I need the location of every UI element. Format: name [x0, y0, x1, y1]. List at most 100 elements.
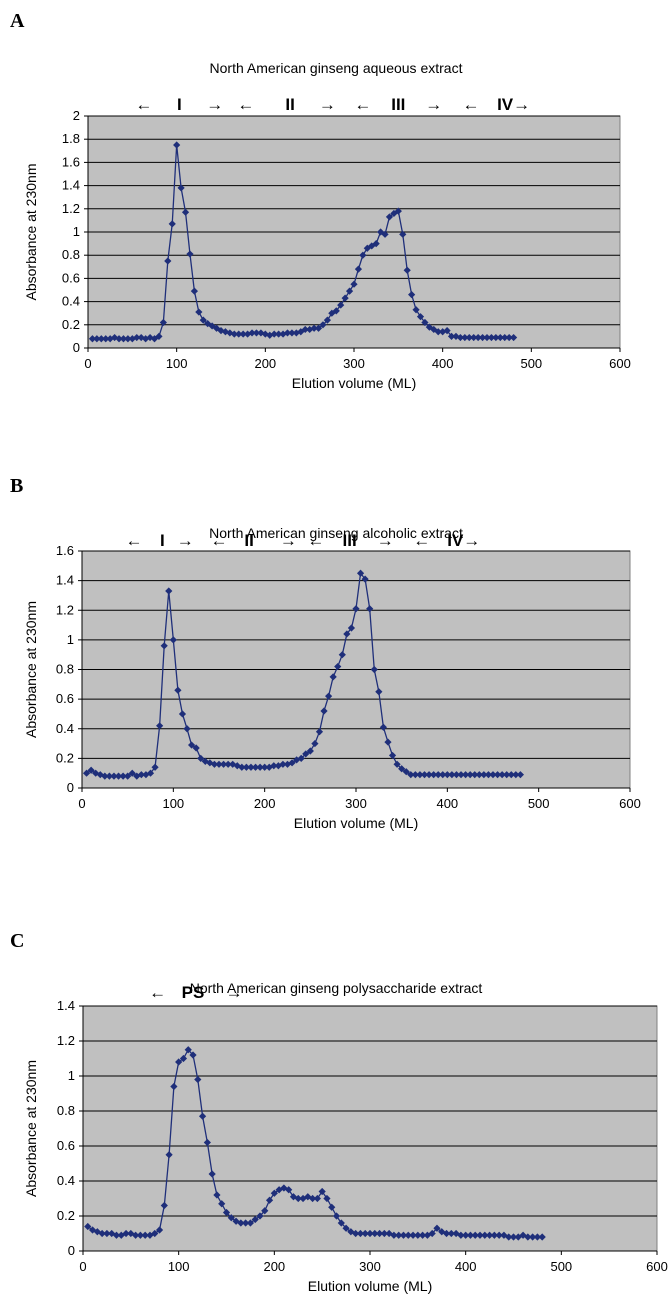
data-point	[350, 280, 358, 288]
data-point	[251, 763, 260, 771]
x-tick-label: 0	[84, 356, 91, 371]
data-point	[384, 738, 392, 746]
y-tick-label: 0.2	[56, 750, 74, 765]
fraction-marker: ←	[237, 95, 254, 114]
data-point	[421, 318, 429, 327]
data-point	[270, 762, 278, 770]
data-point	[356, 569, 365, 577]
data-point	[394, 207, 402, 215]
y-tick-label: 0.2	[57, 1208, 75, 1223]
x-tick-label: 400	[436, 796, 458, 811]
fraction-marker: III	[343, 531, 357, 550]
data-point	[128, 769, 136, 777]
chart-title: North American ginseng polysaccharide ex…	[189, 980, 483, 996]
data-point	[354, 265, 363, 273]
data-point	[181, 208, 190, 216]
data-point	[206, 759, 214, 767]
data-point	[156, 722, 164, 730]
data-point	[288, 329, 296, 337]
data-point	[448, 771, 456, 779]
y-tick-label: 1.6	[56, 543, 74, 558]
y-tick-label: 1.2	[57, 1033, 75, 1048]
data-point	[102, 335, 110, 343]
data-point	[329, 673, 337, 681]
data-point	[512, 771, 520, 779]
fraction-marker: →	[280, 531, 297, 550]
data-point	[212, 324, 221, 332]
y-tick-label: 0.6	[56, 691, 74, 706]
fraction-marker: PS	[182, 983, 205, 1002]
x-tick-label: 0	[79, 1259, 86, 1274]
data-point	[416, 313, 425, 321]
data-point	[190, 287, 198, 295]
data-point	[178, 710, 187, 718]
data-point	[247, 763, 255, 771]
data-point	[188, 741, 196, 749]
data-point	[115, 335, 123, 343]
data-point	[160, 642, 168, 650]
data-point	[498, 771, 506, 779]
data-point	[195, 308, 203, 316]
x-tick-label: 400	[455, 1259, 477, 1274]
data-point	[381, 230, 389, 238]
data-point	[186, 250, 194, 258]
data-point	[297, 328, 305, 336]
data-point	[270, 330, 278, 338]
chart-title: North American ginseng alcoholic extract	[209, 525, 463, 541]
data-point	[379, 723, 387, 731]
data-point	[256, 763, 264, 771]
data-point	[279, 760, 287, 768]
data-point	[332, 307, 340, 315]
data-point	[402, 768, 410, 776]
panel-letter: A	[10, 10, 25, 32]
y-tick-label: 0	[67, 780, 74, 795]
data-point	[88, 335, 97, 343]
data-point	[215, 760, 223, 768]
data-point	[197, 754, 205, 762]
x-tick-label: 0	[78, 796, 85, 811]
x-tick-label: 400	[432, 356, 454, 371]
data-point	[114, 772, 123, 780]
y-tick-label: 0.4	[57, 1173, 75, 1188]
data-point	[483, 333, 491, 342]
data-point	[261, 763, 269, 771]
data-point	[224, 760, 232, 768]
y-tick-label: 0.4	[62, 294, 80, 309]
data-point	[377, 228, 385, 236]
data-point	[283, 329, 292, 337]
data-point	[474, 333, 482, 342]
fraction-marker: →	[206, 95, 223, 114]
x-axis-label: Elution volume (ML)	[292, 375, 417, 391]
data-point	[412, 306, 420, 314]
fraction-marker: IV→	[497, 95, 530, 114]
y-tick-label: 0.8	[57, 1103, 75, 1118]
x-tick-label: 600	[646, 1259, 668, 1274]
data-point	[487, 333, 496, 342]
data-point	[359, 251, 367, 259]
data-point	[151, 763, 159, 771]
data-point	[219, 760, 228, 768]
data-point	[516, 771, 524, 779]
data-point	[372, 240, 380, 248]
data-point	[239, 330, 247, 338]
data-point	[177, 184, 185, 192]
chart-a: 0 0.2 0.4 0.6 0.8 1 1.2 1.4 1.6 1.8 2 0 100 200 300 400…	[23, 95, 631, 391]
y-tick-label: 1.4	[57, 998, 75, 1013]
y-tick-label: 0.8	[62, 247, 80, 262]
data-point	[292, 329, 300, 337]
fraction-marker: III	[391, 95, 405, 114]
data-point	[306, 747, 314, 755]
data-point	[169, 636, 177, 644]
y-tick-label: 0	[73, 340, 80, 355]
fraction-marker: ←	[354, 95, 371, 114]
data-point	[128, 335, 136, 343]
data-point	[142, 771, 150, 779]
data-point	[443, 771, 451, 779]
data-point	[97, 335, 105, 343]
data-point	[345, 287, 354, 295]
data-point	[168, 220, 176, 228]
y-tick-label: 1.8	[62, 131, 80, 146]
fraction-marker: I	[177, 95, 182, 114]
data-point	[370, 665, 378, 674]
panel-letter: C	[10, 930, 25, 952]
